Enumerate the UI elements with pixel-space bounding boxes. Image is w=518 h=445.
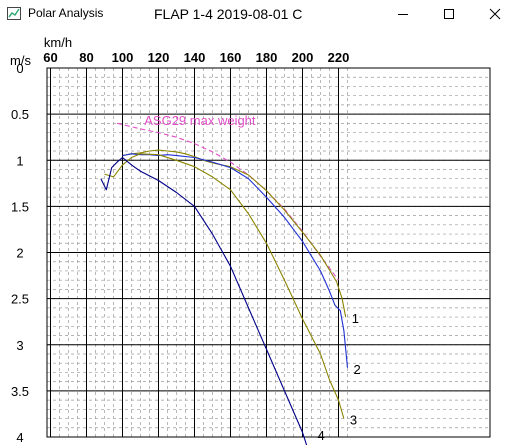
series-label: 1 — [352, 311, 359, 326]
series-line — [116, 122, 339, 281]
annotation-label: ASG29 max weight — [144, 113, 256, 128]
series-line — [100, 156, 308, 445]
y-tick-label: 2.5 — [11, 292, 29, 307]
y-tick-label: 1.5 — [11, 199, 29, 214]
polar-chart: 60 80 100 120 140 160 180 200 220 0 0.5 1 1.5 2 2.5 3 3.… — [10, 35, 491, 445]
close-button[interactable] — [472, 0, 518, 28]
x-tick-label: 160 — [220, 50, 242, 65]
plot-frame — [46, 67, 491, 438]
y-tick-label: 3.5 — [11, 384, 29, 399]
x-axis-label: km/h — [44, 35, 72, 50]
y-tick-label: 1 — [16, 153, 23, 168]
x-tick-label: 200 — [292, 50, 314, 65]
x-tick-label: 180 — [256, 50, 278, 65]
series-label: 4 — [318, 428, 325, 443]
x-tick-label: 60 — [43, 50, 57, 65]
maximize-button[interactable] — [426, 0, 472, 28]
window-title: Polar Analysis — [28, 6, 104, 20]
title-bar: Polar Analysis FLAP 1-4 2019-08-01 C — [0, 0, 518, 28]
y-tick-label: 4 — [16, 430, 23, 445]
x-tick-label: 140 — [184, 50, 206, 65]
minimize-icon — [398, 14, 408, 15]
x-tick-label: 220 — [328, 50, 350, 65]
series-line — [104, 153, 345, 419]
x-tick-label: 80 — [79, 50, 93, 65]
y-tick-label: 0.5 — [11, 107, 29, 122]
chart-title: FLAP 1-4 2019-08-01 C — [154, 6, 303, 22]
y-tick-label: 3 — [16, 338, 23, 353]
series-line — [122, 149, 347, 318]
y-axis-label: m/s — [10, 53, 31, 68]
minimize-button[interactable] — [380, 0, 426, 28]
series-label: 2 — [354, 362, 361, 377]
close-icon — [489, 8, 501, 20]
series-label: 3 — [350, 413, 357, 428]
chart-app-icon — [7, 7, 21, 20]
x-tick-label: 120 — [148, 50, 170, 65]
y-tick-label: 0 — [16, 61, 23, 76]
y-tick-label: 2 — [16, 246, 23, 261]
maximize-icon — [444, 9, 454, 19]
x-tick-label: 100 — [112, 50, 134, 65]
